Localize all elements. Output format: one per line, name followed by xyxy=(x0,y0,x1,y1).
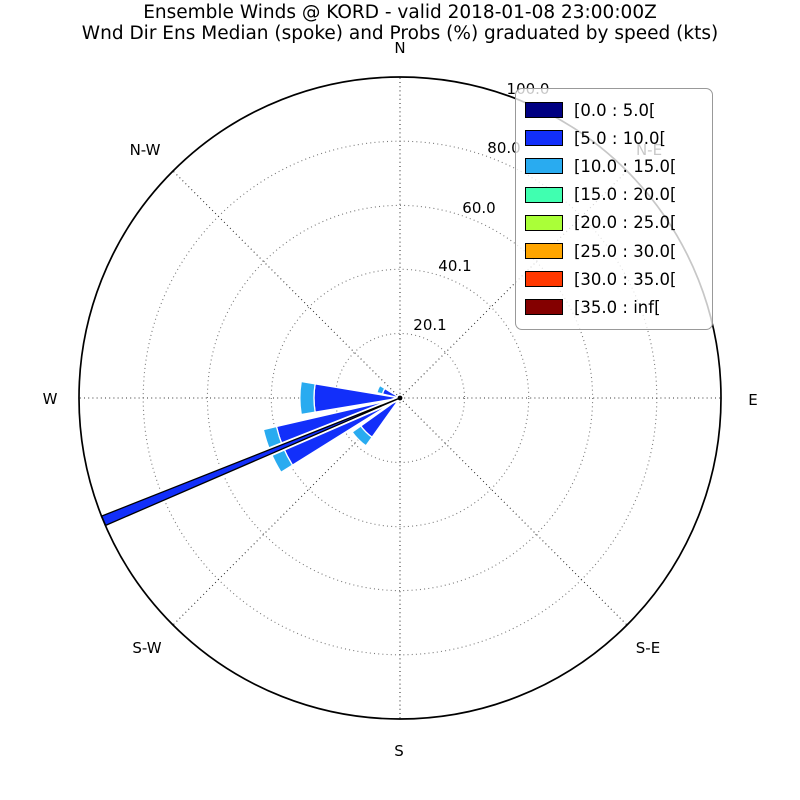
legend-swatch-bin2 xyxy=(525,158,563,175)
compass-label-w: W xyxy=(42,390,58,408)
radial-tick-label-80: 80.0 xyxy=(487,139,521,157)
legend-row: [0.0 : 5.0[ xyxy=(525,96,703,124)
legend-label-bin1: [5.0 : 10.0[ xyxy=(574,128,666,148)
legend-swatch-bin3 xyxy=(525,186,563,203)
legend-row: [30.0 : 35.0[ xyxy=(525,265,703,293)
speed-bin-legend: [0.0 : 5.0[ [5.0 : 10.0[ [10.0 : 15.0[ [… xyxy=(515,88,713,330)
legend-swatch-bin0 xyxy=(525,102,563,119)
legend-label-bin4: [20.0 : 25.0[ xyxy=(574,213,677,233)
legend-row: [15.0 : 20.0[ xyxy=(525,181,703,209)
legend-swatch-bin7 xyxy=(525,299,563,316)
legend-row: [10.0 : 15.0[ xyxy=(525,152,703,180)
compass-label-nw: N-W xyxy=(129,141,161,159)
radial-tick-label-40: 40.1 xyxy=(438,257,472,275)
legend-row: [20.0 : 25.0[ xyxy=(525,209,703,237)
legend-label-bin3: [15.0 : 20.0[ xyxy=(574,185,677,205)
legend-swatch-bin1 xyxy=(525,130,563,147)
legend-label-bin7: [35.0 : inf[ xyxy=(574,297,661,317)
legend-label-bin2: [10.0 : 15.0[ xyxy=(574,156,677,176)
legend-row: [25.0 : 30.0[ xyxy=(525,237,703,265)
radial-tick-label-20: 20.1 xyxy=(413,316,447,334)
legend-label-bin5: [25.0 : 30.0[ xyxy=(574,241,677,261)
legend-swatch-bin5 xyxy=(525,243,563,260)
legend-row: [35.0 : inf[ xyxy=(525,293,703,321)
legend-row: [5.0 : 10.0[ xyxy=(525,124,703,152)
chart-title-line2: Wnd Dir Ens Median (spoke) and Probs (%)… xyxy=(81,23,719,44)
compass-label-e: E xyxy=(748,391,758,409)
radial-tick-label-60: 60.0 xyxy=(462,199,496,217)
compass-label-sw: S-W xyxy=(132,639,162,657)
legend-swatch-bin4 xyxy=(525,214,563,231)
compass-label-n: N xyxy=(394,39,406,57)
legend-label-bin6: [30.0 : 35.0[ xyxy=(574,269,677,289)
legend-swatch-bin6 xyxy=(525,271,563,288)
compass-label-s: S xyxy=(394,742,404,760)
legend-label-bin0: [0.0 : 5.0[ xyxy=(574,100,656,120)
compass-label-se: S-E xyxy=(635,639,661,657)
chart-title-line1: Ensemble Winds @ KORD - valid 2018-01-08… xyxy=(143,2,657,23)
